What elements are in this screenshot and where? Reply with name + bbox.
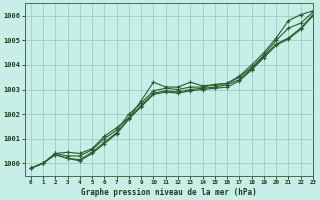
X-axis label: Graphe pression niveau de la mer (hPa): Graphe pression niveau de la mer (hPa) bbox=[81, 188, 257, 197]
